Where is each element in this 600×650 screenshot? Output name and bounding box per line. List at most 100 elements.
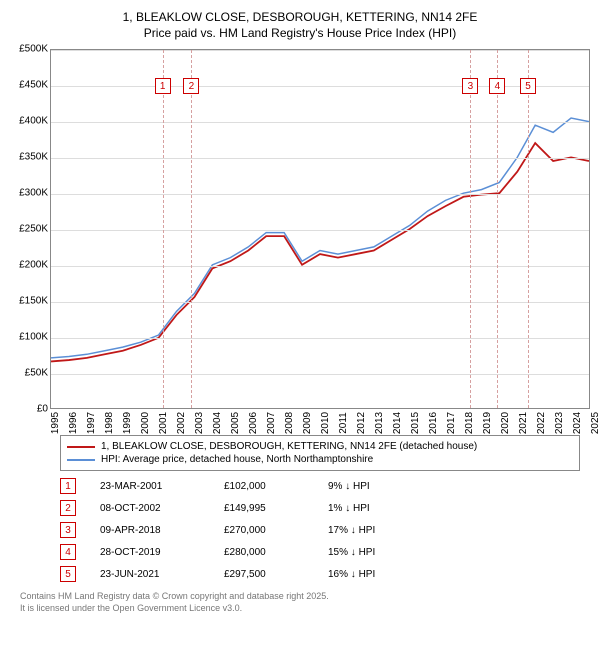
gridline (51, 86, 589, 87)
y-tick-label: £500K (19, 44, 48, 55)
x-tick-label: 2020 (500, 412, 511, 434)
gridline (51, 338, 589, 339)
x-tick-label: 2008 (284, 412, 295, 434)
event-marker-box: 2 (183, 78, 199, 94)
x-tick-label: 2021 (518, 412, 529, 434)
event-marker-box: 1 (155, 78, 171, 94)
x-tick-label: 2002 (176, 412, 187, 434)
event-diff: 9% ↓ HPI (328, 481, 418, 492)
event-row: 4 28-OCT-2019 £280,000 15% ↓ HPI (60, 541, 580, 563)
legend-label: 1, BLEAKLOW CLOSE, DESBOROUGH, KETTERING… (101, 441, 477, 452)
gridline (51, 374, 589, 375)
y-tick-label: £50K (25, 368, 48, 379)
x-tick-label: 2019 (482, 412, 493, 434)
x-tick-label: 2016 (428, 412, 439, 434)
x-tick-label: 2024 (572, 412, 583, 434)
gridline (51, 158, 589, 159)
event-diff: 15% ↓ HPI (328, 547, 418, 558)
event-marker-box: 4 (489, 78, 505, 94)
event-vline (163, 50, 164, 408)
y-tick-label: £300K (19, 188, 48, 199)
x-tick-label: 2003 (194, 412, 205, 434)
x-tick-label: 2015 (410, 412, 421, 434)
event-price: £270,000 (224, 525, 304, 536)
event-vline (528, 50, 529, 408)
footer: Contains HM Land Registry data © Crown c… (20, 591, 580, 614)
footer-line2: It is licensed under the Open Government… (20, 603, 580, 615)
x-tick-label: 2005 (230, 412, 241, 434)
x-tick-label: 2004 (212, 412, 223, 434)
chart-title: 1, BLEAKLOW CLOSE, DESBOROUGH, KETTERING… (10, 10, 590, 41)
event-row-marker: 4 (60, 544, 76, 560)
legend-label: HPI: Average price, detached house, Nort… (101, 454, 373, 465)
y-tick-label: £100K (19, 332, 48, 343)
x-tick-label: 2007 (266, 412, 277, 434)
event-marker-box: 3 (462, 78, 478, 94)
event-price: £280,000 (224, 547, 304, 558)
x-axis: 1995199619971998199920002001200220032004… (50, 409, 590, 429)
x-tick-label: 2012 (356, 412, 367, 434)
y-tick-label: £450K (19, 80, 48, 91)
event-row: 1 23-MAR-2001 £102,000 9% ↓ HPI (60, 475, 580, 497)
event-row-marker: 3 (60, 522, 76, 538)
x-tick-label: 2011 (338, 412, 349, 434)
event-price: £149,995 (224, 503, 304, 514)
y-tick-label: £150K (19, 296, 48, 307)
x-tick-label: 1999 (122, 412, 133, 434)
gridline (51, 194, 589, 195)
x-tick-label: 2013 (374, 412, 385, 434)
y-tick-label: £350K (19, 152, 48, 163)
title-line1: 1, BLEAKLOW CLOSE, DESBOROUGH, KETTERING… (10, 10, 590, 26)
x-tick-label: 2006 (248, 412, 259, 434)
event-date: 23-MAR-2001 (100, 481, 200, 492)
event-vline (470, 50, 471, 408)
x-tick-label: 1997 (86, 412, 97, 434)
x-tick-label: 2025 (590, 412, 600, 434)
y-tick-label: £0 (37, 404, 48, 415)
event-row-marker: 5 (60, 566, 76, 582)
x-tick-label: 2022 (536, 412, 547, 434)
x-tick-label: 1996 (68, 412, 79, 434)
legend-swatch (67, 459, 95, 461)
event-vline (191, 50, 192, 408)
event-row: 309-APR-2018£270,00017% ↓ HPI (60, 519, 580, 541)
x-tick-label: 2023 (554, 412, 565, 434)
event-price: £102,000 (224, 481, 304, 492)
legend-row: 1, BLEAKLOW CLOSE, DESBOROUGH, KETTERING… (67, 440, 573, 453)
event-row: 2 08-OCT-2002 £149,995 1% ↓ HPI (60, 497, 580, 519)
event-diff: 16% ↓ HPI (328, 569, 418, 580)
event-price: £297,500 (224, 569, 304, 580)
x-tick-label: 2001 (158, 412, 169, 434)
plot-area: £0£50K£100K£150K£200K£250K£300K£350K£400… (10, 49, 590, 429)
grid-area: 12 345 (50, 49, 590, 409)
event-date: 08-OCT-2002 (100, 503, 200, 514)
series-hpi (51, 118, 589, 358)
event-vline (497, 50, 498, 408)
series-price (51, 143, 589, 361)
y-tick-label: £400K (19, 116, 48, 127)
chart-container: 1, BLEAKLOW CLOSE, DESBOROUGH, KETTERING… (0, 0, 600, 615)
legend: 1, BLEAKLOW CLOSE, DESBOROUGH, KETTERING… (60, 435, 580, 471)
x-tick-label: 2009 (302, 412, 313, 434)
legend-row: HPI: Average price, detached house, Nort… (67, 453, 573, 466)
y-tick-label: £250K (19, 224, 48, 235)
title-line2: Price paid vs. HM Land Registry's House … (10, 26, 590, 42)
event-diff: 1% ↓ HPI (328, 503, 418, 514)
event-date: 28-OCT-2019 (100, 547, 200, 558)
x-tick-label: 2017 (446, 412, 457, 434)
event-row-marker: 1 (60, 478, 76, 494)
gridline (51, 50, 589, 51)
x-tick-label: 2010 (320, 412, 331, 434)
x-tick-label: 1995 (50, 412, 61, 434)
event-marker-box: 5 (520, 78, 536, 94)
gridline (51, 122, 589, 123)
legend-swatch (67, 446, 95, 448)
x-tick-label: 2000 (140, 412, 151, 434)
event-row-marker: 2 (60, 500, 76, 516)
gridline (51, 266, 589, 267)
chart-lines (51, 50, 589, 408)
event-row: 5 23-JUN-2021 £297,500 16% ↓ HPI (60, 563, 580, 585)
event-date: 23-JUN-2021 (100, 569, 200, 580)
y-axis: £0£50K£100K£150K£200K£250K£300K£350K£400… (10, 49, 50, 409)
x-tick-label: 2018 (464, 412, 475, 434)
